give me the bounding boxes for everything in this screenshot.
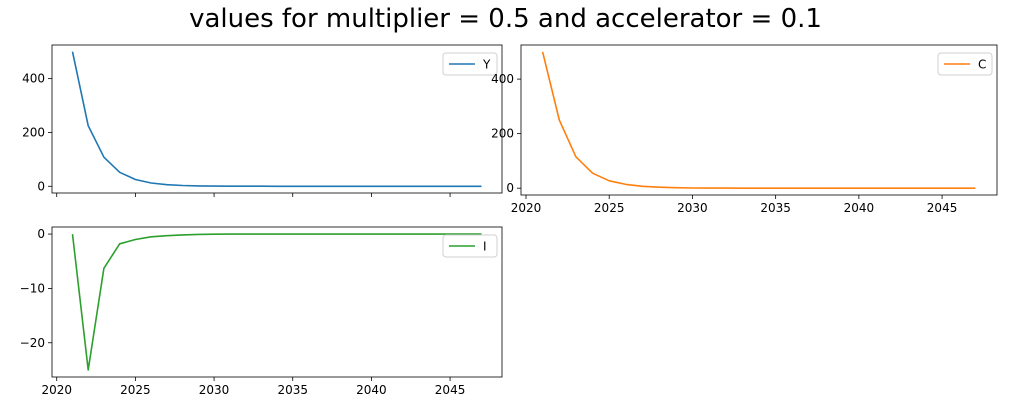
legend-label-Y: Y: [482, 58, 491, 72]
x-tick-label: 2020: [511, 201, 542, 215]
legend: I: [442, 234, 498, 258]
legend-label-I: I: [483, 240, 487, 254]
y-tick-label: 0: [506, 181, 514, 195]
series-line-I: [71, 233, 482, 371]
y-tick-label: −20: [20, 336, 45, 350]
x-tick-label: 2035: [277, 383, 308, 397]
figure-title: values for multiplier = 0.5 and accelera…: [189, 4, 822, 34]
y-tick-label: 200: [22, 125, 45, 139]
subplot-top-right: 2020 2025 2030 2035 2040 2045 0 200 400 C: [491, 44, 998, 215]
subplot-top-left: 0 200 400 Y: [22, 44, 503, 197]
x-tick-label: 2045: [435, 383, 466, 397]
y-tick-label: 0: [37, 227, 45, 241]
x-tick-label: 2025: [120, 383, 151, 397]
y-tick-label: 200: [491, 127, 514, 141]
x-tick-label: 2020: [41, 383, 72, 397]
axes-frame: [51, 44, 503, 194]
x-tick-label: 2025: [594, 201, 625, 215]
x-tick-label: 2035: [760, 201, 791, 215]
legend: C: [937, 52, 993, 76]
x-tick-label: 2040: [356, 383, 387, 397]
legend: Y: [442, 52, 498, 76]
series-line-C: [541, 51, 976, 189]
subplot-bottom-left: 2020 2025 2030 2035 2040 2045 −20 −10 0 I: [20, 226, 503, 397]
y-tick-label: 400: [22, 72, 45, 86]
series-line-Y: [71, 51, 482, 188]
y-tick-label: −10: [20, 281, 45, 295]
legend-label-C: C: [978, 58, 986, 72]
axes-frame: [51, 226, 503, 378]
x-tick-label: 2030: [677, 201, 708, 215]
axes-frame: [520, 44, 998, 196]
x-tick-label: 2030: [199, 383, 230, 397]
x-tick-label: 2045: [927, 201, 958, 215]
y-tick-label: 400: [491, 72, 514, 86]
y-tick-label: 0: [37, 179, 45, 193]
x-tick-label: 2040: [844, 201, 875, 215]
